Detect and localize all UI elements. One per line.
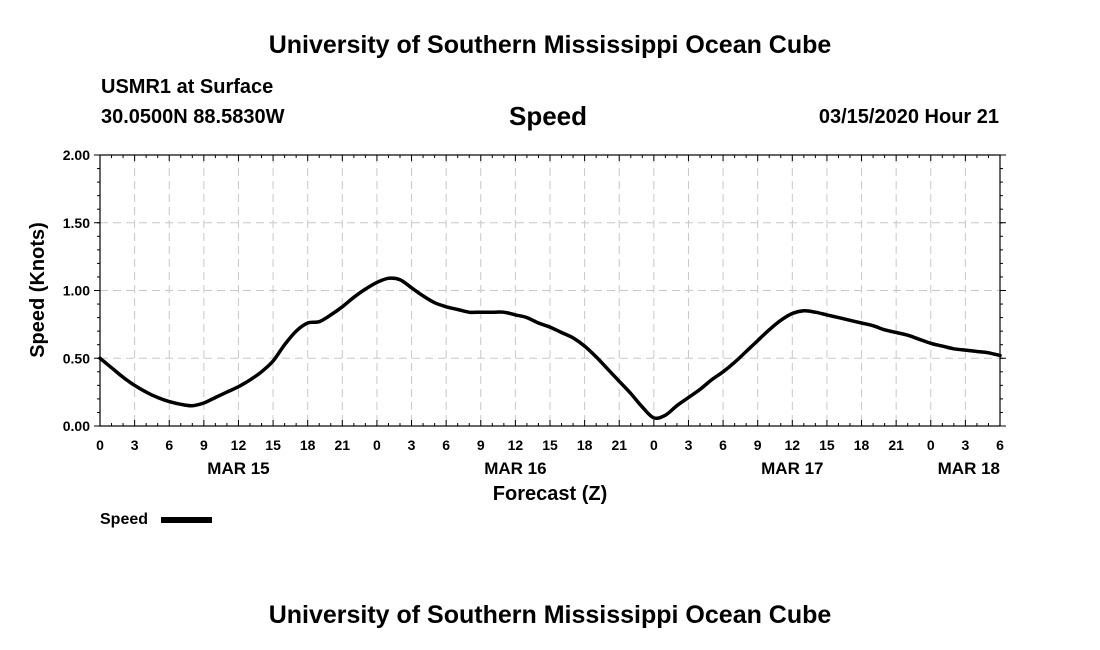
- x-tick-label: 12: [785, 437, 801, 453]
- x-tick-label: 3: [961, 437, 969, 453]
- datetime-label: 03/15/2020 Hour 21: [818, 106, 999, 128]
- y-tick-label: 2.00: [63, 147, 90, 163]
- series-line-speed: [98, 276, 1002, 421]
- y-ticks: 0.00 0.50 1.00 1.50 2.00: [63, 147, 1006, 434]
- x-tick-label: 6: [442, 437, 450, 453]
- x-ticks: 0 3 6 9 12 15 18 21 0 3 6 9 12 15 18 21 0 3 6 9 12 15 18 21 0 3 6: [96, 155, 1004, 453]
- x-tick-label: 9: [200, 437, 208, 453]
- x-tick-label: 3: [408, 437, 416, 453]
- footer-title: University of Southern Mississippi Ocean…: [268, 601, 832, 629]
- coordinates-label: 30.0500N 88.5830W: [101, 106, 285, 128]
- x-tick-label: 15: [542, 437, 558, 453]
- x-tick-label: 3: [131, 437, 139, 453]
- x-tick-label: 18: [577, 437, 593, 453]
- x-tick-label: 0: [373, 437, 381, 453]
- x-tick-label: 9: [477, 437, 485, 453]
- x-tick-label: 6: [996, 437, 1004, 453]
- variable-label: Speed: [509, 101, 588, 131]
- station-label: USMR1 at Surface: [101, 76, 274, 98]
- x-tick-label: 21: [335, 437, 351, 453]
- plot-frame: [99, 154, 1001, 427]
- date-labels: MAR 15 MAR 16 MAR 17 MAR 18: [207, 459, 1000, 478]
- x-tick-label: 9: [754, 437, 762, 453]
- x-tick-label: 0: [650, 437, 658, 453]
- x-tick-label: 18: [854, 437, 870, 453]
- x-tick-label: 12: [231, 437, 247, 453]
- x-tick-label: 6: [719, 437, 727, 453]
- date-label: MAR 17: [761, 459, 823, 478]
- x-tick-label: 6: [165, 437, 173, 453]
- y-tick-label: 1.00: [63, 283, 90, 299]
- date-label: MAR 18: [938, 459, 1000, 478]
- y-tick-label: 0.50: [63, 350, 90, 366]
- x-tick-label: 15: [819, 437, 835, 453]
- grid-lines: [100, 155, 1000, 426]
- x-tick-label: 18: [300, 437, 316, 453]
- y-axis-label: Speed (Knots): [27, 222, 49, 358]
- y-tick-label: 1.50: [63, 215, 90, 231]
- x-tick-label: 3: [685, 437, 693, 453]
- legend-label: Speed: [100, 511, 148, 528]
- chart-title: University of Southern Mississippi Ocean…: [268, 31, 832, 59]
- x-tick-label: 15: [265, 437, 281, 453]
- y-tick-label: 0.00: [63, 418, 90, 434]
- date-label: MAR 15: [207, 459, 269, 478]
- x-tick-label: 21: [888, 437, 904, 453]
- x-tick-label: 0: [96, 437, 104, 453]
- x-axis-label: Forecast (Z): [493, 483, 607, 505]
- date-label: MAR 16: [484, 459, 546, 478]
- x-tick-label: 0: [927, 437, 935, 453]
- x-tick-label: 12: [508, 437, 524, 453]
- x-tick-label: 21: [611, 437, 627, 453]
